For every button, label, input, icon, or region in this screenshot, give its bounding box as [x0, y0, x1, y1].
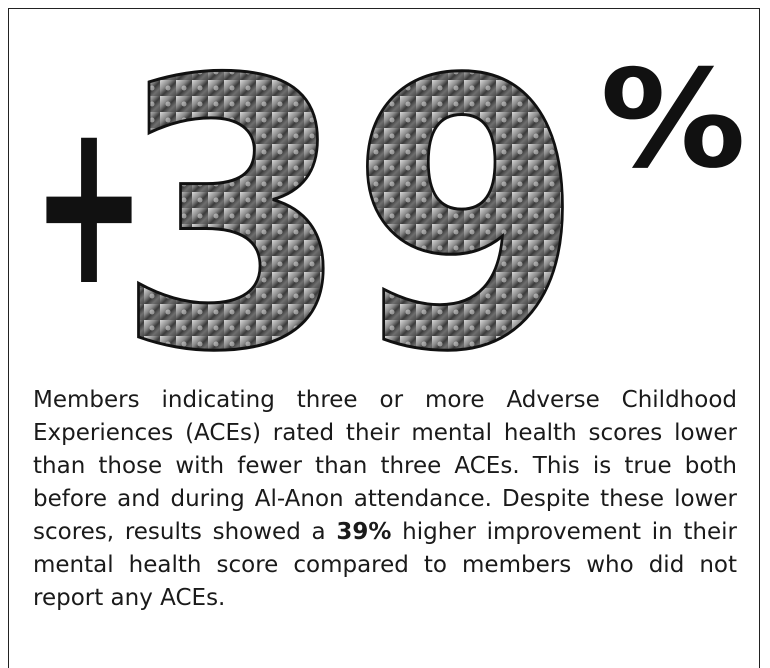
body-text: Members indicating three or more Adverse… [33, 384, 737, 615]
headline-unit: % [600, 41, 746, 198]
headline-number: 39 [116, 3, 584, 370]
page: {"headline": {"sign": "+", "number": "39… [0, 0, 770, 652]
headline-graphic: + 39 % [0, 0, 770, 370]
body-emphasis: 39% [336, 519, 391, 545]
